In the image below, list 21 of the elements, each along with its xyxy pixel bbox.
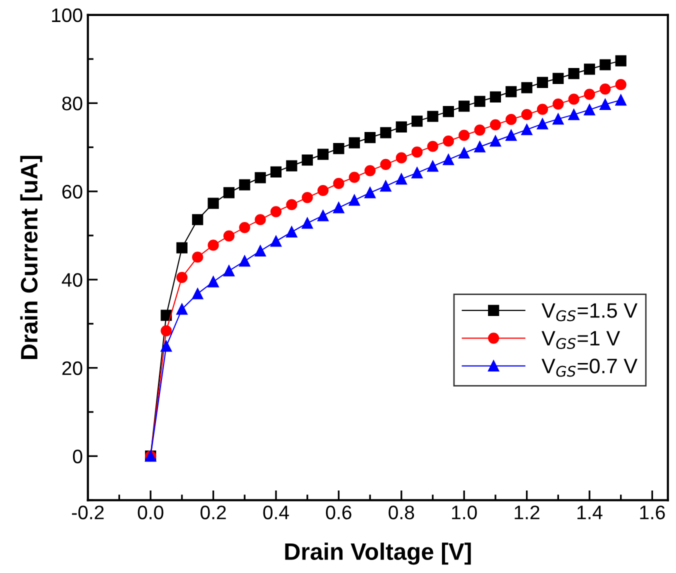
- x-tick-label: 0.2: [200, 506, 226, 520]
- x-tick-label: 0.6: [326, 506, 352, 520]
- y-tick-label: 80: [62, 96, 82, 110]
- x-tick-label: 1.0: [452, 506, 477, 520]
- y-axis-title: Drain Current [uA]: [20, 156, 42, 359]
- y-tick-label: 20: [62, 361, 82, 376]
- y-tick-label: 100: [52, 8, 82, 22]
- x-tick-label: 0.4: [263, 506, 289, 520]
- x-tick-label: -0.2: [72, 506, 104, 520]
- x-tick-label: 0.8: [388, 506, 414, 520]
- y-tick-label: 0: [72, 450, 82, 464]
- legend-label: V$_{GS}$=1 V: [542, 331, 620, 350]
- x-axis-title: Drain Voltage [V]: [285, 542, 471, 565]
- y-tick-label: 60: [62, 184, 82, 199]
- x-tick-label: 1.4: [577, 506, 602, 520]
- legend-label: V$_{GS}$=1.5 V: [542, 303, 638, 322]
- x-tick-label: 1.6: [640, 506, 665, 520]
- legend-label: V$_{GS}$=0.7 V: [542, 358, 638, 377]
- x-tick-label: 0.0: [138, 506, 164, 520]
- y-tick-label: 40: [62, 273, 82, 287]
- x-tick-label: 1.2: [514, 506, 540, 520]
